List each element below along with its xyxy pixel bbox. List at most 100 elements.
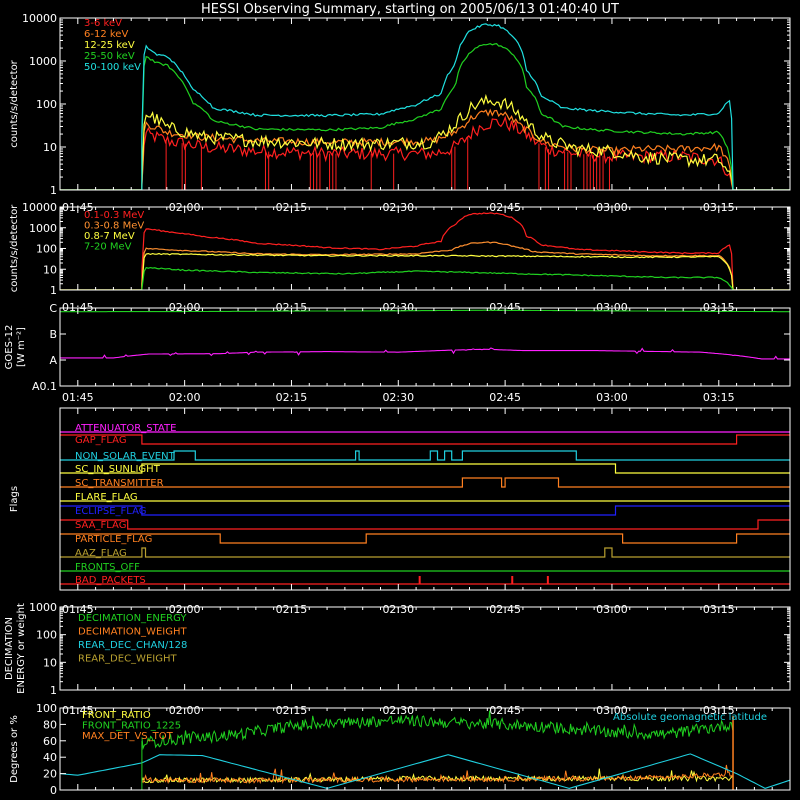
legend-entry-rear-dec-weight: REAR_DEC_WEIGHT	[78, 654, 177, 665]
flag-label-aaz-flag: AAZ_FLAG	[75, 548, 127, 559]
x-tick-label: 01:45	[62, 391, 94, 404]
panel-ratios: 0 20 40 60 80 100 Degrees or % FRONT_RATIOFRONT…	[9, 702, 791, 797]
series-line-goes-low	[60, 347, 790, 360]
legend-entry-front-ratio-1225: FRONT_RATIO_1225	[82, 721, 181, 732]
legend-entry-12-25-kev: 12-25 keV	[84, 40, 135, 51]
legend-entry-decimation-energy: DECIMATION_ENERGY	[78, 613, 187, 624]
flag-line-gap-flag	[60, 434, 790, 445]
axis-frame	[59, 407, 791, 591]
flag-label-bad-packets: BAD_PACKETS	[75, 575, 146, 586]
y-tick-label: 20	[43, 768, 57, 781]
series-line-12-25-kev	[60, 93, 790, 190]
y-tick-label: 1	[50, 684, 57, 697]
y-axis-label: Flags	[9, 486, 20, 512]
flag-line-particle-flag	[60, 533, 790, 544]
panel-goes: 01:45 02:00 02:15 02:30 02:45 03:00 03:15 A0.1 A…	[4, 302, 791, 404]
legend-entry-rear-dec-chan-128: REAR_DEC_CHAN/128	[78, 640, 187, 651]
y-tick-label: 60	[43, 735, 57, 748]
flag-label-particle-flag: PARTICLE_FLAG	[75, 534, 152, 545]
flag-label-sc-transmitter: SC_TRANSMITTER	[75, 478, 164, 489]
y-tick-label: 100	[36, 98, 57, 111]
legend-entry-0-1-0-3-mev: 0.1-0.3 MeV	[84, 210, 144, 221]
legend-entry-0-3-0-8-mev: 0.3-0.8 MeV	[84, 221, 144, 232]
series-line-front-ratio	[141, 768, 733, 785]
y-tick-label: 10	[43, 141, 57, 154]
y-tick-label: C	[49, 302, 57, 315]
series-line-0-1-0-3-mev	[60, 212, 790, 290]
legend-entry-front-ratio: FRONT_RATIO	[82, 710, 151, 721]
axis-frame	[59, 606, 791, 691]
flag-label-saa-flag: SAA_FLAG	[75, 520, 126, 531]
flag-line-non-solar-event	[60, 450, 790, 461]
annotation-geomagnetic-latitude: Absolute geomagnetic latitude	[613, 712, 767, 723]
plot-area-gamma	[60, 212, 790, 290]
y-tick-label: 1	[50, 284, 57, 297]
flag-label-flare-flag: FLARE_FLAG	[75, 492, 138, 503]
flag-label-attenuator-state: ATTENUATOR_STATE	[75, 423, 176, 434]
series-line-50-100-kev	[60, 23, 790, 190]
y-axis-label: DECIMATION	[4, 617, 15, 680]
flag-line-sc-in-sunlight	[60, 463, 790, 474]
series-line-absolute-geomagnetic-latitude	[60, 753, 790, 789]
legend-entry-max-det-vs-tot: MAX_DET_VS_TOT	[82, 731, 174, 742]
flag-line-eclipse-flag	[60, 505, 790, 516]
y-tick-label: 1000	[29, 601, 57, 614]
y-tick-label: 80	[43, 718, 57, 731]
y-axis-label-secondary: ENERGY or weight	[16, 603, 27, 694]
plot-area-goes	[60, 309, 790, 360]
series-line-goes-high	[60, 309, 790, 313]
series-line-0-8-7-mev	[60, 252, 790, 290]
y-axis-label: counts/s/detector	[9, 204, 20, 292]
series-line-front-ratio-1225	[141, 710, 734, 751]
axis-frame	[59, 707, 791, 791]
flag-line-aaz-flag	[60, 547, 790, 558]
flag-line-saa-flag	[60, 519, 790, 530]
legend-entry-25-50-kev: 25-50 keV	[84, 51, 135, 62]
y-tick-label: 10	[43, 263, 57, 276]
y-tick-label: 10	[43, 656, 57, 669]
x-tick-label: 02:45	[489, 391, 521, 404]
y-axis-label: counts/s/detector	[9, 59, 20, 147]
x-tick-label: 03:00	[596, 391, 628, 404]
x-tick-label: 02:30	[382, 391, 414, 404]
plot-area-ratios	[60, 710, 790, 790]
y-tick-label: 10000	[22, 12, 57, 25]
y-tick-label: 0	[50, 784, 57, 797]
flag-label-fronts-off: FRONTS_OFF	[75, 562, 140, 573]
flag-label-sc-in-sunlight: SC_IN_SUNLIGHT	[75, 464, 161, 475]
y-tick-label: 10000	[22, 201, 57, 214]
y-tick-label: B	[49, 328, 57, 341]
plot-area-hxr	[60, 23, 790, 190]
y-tick-label: 40	[43, 751, 57, 764]
y-axis-label: GOES-12	[4, 325, 15, 370]
flag-line-sc-transmitter	[60, 477, 790, 488]
y-tick-label: 1	[50, 184, 57, 197]
y-tick-label: 100	[36, 702, 57, 715]
y-tick-label: 1000	[29, 55, 57, 68]
series-line-6-12-kev	[60, 108, 790, 190]
flag-label-gap-flag: GAP_FLAG	[75, 435, 127, 446]
legend-entry-6-12-kev: 6-12 keV	[84, 29, 128, 40]
legend-entry-50-100-kev: 50-100 keV	[84, 62, 141, 73]
y-tick-label: A	[49, 354, 57, 367]
x-tick-label: 02:15	[276, 391, 308, 404]
legend-entry-0-8-7-mev: 0.8-7 MeV	[84, 231, 135, 242]
x-tick-label: 03:15	[703, 391, 735, 404]
plot-area-flags	[60, 431, 790, 585]
axis-frame	[59, 307, 791, 387]
flag-label-non-solar-event: NON_SOLAR_EVENT	[75, 451, 176, 462]
y-axis-label: Degrees or %	[9, 715, 20, 783]
legend-entry-3-6-kev: 3-6 keV	[84, 18, 122, 29]
plot-title: HESSI Observing Summary, starting on 200…	[201, 2, 619, 17]
series-line-25-50-kev	[60, 43, 790, 190]
y-tick-label: A0.1	[32, 380, 57, 393]
y-tick-label: 100	[36, 629, 57, 642]
y-tick-label: 100	[36, 243, 57, 256]
series-line-7-20-mev	[60, 266, 790, 290]
panel-decimation: DECIMATION_ENERGY DECIMATION_WEIGHT REAR_D…	[4, 601, 791, 717]
series-line-max-det-vs-tot	[141, 764, 734, 785]
